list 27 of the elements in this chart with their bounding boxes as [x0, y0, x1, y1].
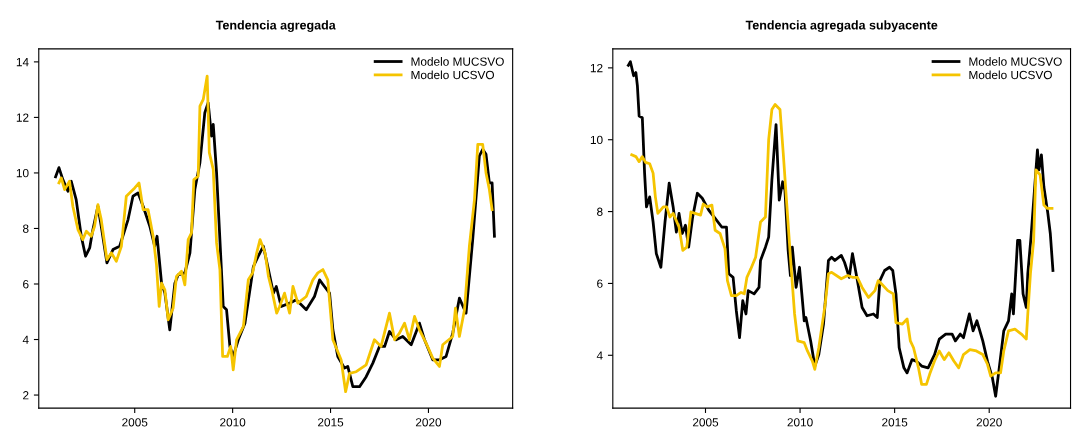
- x-tick-label: 2015: [882, 418, 908, 427]
- chart-title: Tendencia agregada subyacente: [745, 20, 938, 33]
- y-tick-label: 6: [23, 280, 29, 289]
- y-tick-label: 6: [597, 279, 603, 288]
- line-series: [630, 103, 1054, 386]
- y-tick-label: 8: [23, 224, 29, 233]
- x-tick-label: 2005: [122, 418, 148, 427]
- y-tick-label: 10: [16, 168, 29, 178]
- y-tick-label: 12: [16, 113, 29, 122]
- y-tick-label: 2: [23, 391, 29, 400]
- y-tick-label: 14: [16, 58, 29, 67]
- y-tick-label: 4: [22, 335, 29, 344]
- x-tick-label: 2010: [220, 418, 246, 427]
- x-tick-label: 2020: [976, 418, 1002, 427]
- x-tick-label: 2015: [318, 418, 344, 427]
- y-tick-label: 12: [590, 63, 603, 73]
- legend-label: Modelo MUCSVO: [411, 57, 504, 66]
- y-tick-label: 10: [590, 135, 603, 145]
- legend-label: Modelo MUCSVO: [969, 57, 1062, 66]
- x-tick-label: 2010: [787, 418, 813, 427]
- y-tick-label: 4: [596, 351, 603, 360]
- chart-title: Tendencia agregada: [215, 20, 336, 33]
- x-tick-label: 2020: [415, 418, 442, 427]
- legend-label: Modelo UCSVO: [411, 70, 494, 80]
- legend-label: Modelo UCSVO: [969, 70, 1052, 80]
- x-tick-label: 2005: [692, 418, 719, 427]
- y-tick-label: 8: [597, 207, 603, 216]
